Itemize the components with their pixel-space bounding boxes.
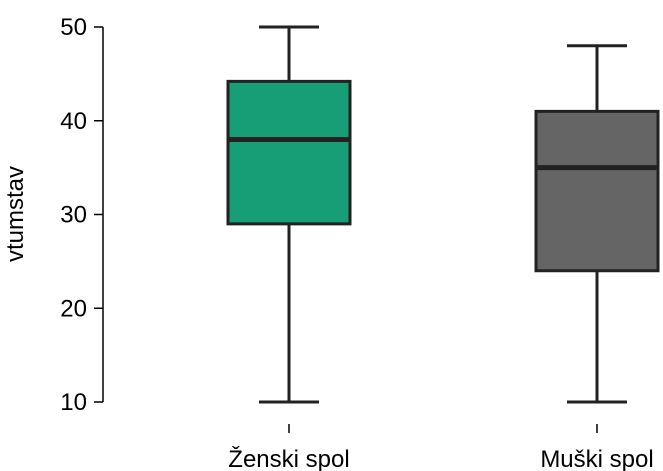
y-tick-label-30: 30 [60,202,87,229]
iqr-box-1 [534,109,660,273]
y-tick-label-40: 40 [60,108,87,135]
y-axis-title: vtumstav [2,166,29,262]
box-1 [534,44,660,404]
x-axis: Ženski spol Muški spol [228,424,654,471]
y-tick-label-10: 10 [60,389,87,416]
iqr-box-0 [226,79,352,226]
x-tick-label-1: Muški spol [540,446,653,471]
boxes [226,25,660,404]
x-tick-label-0: Ženski spol [228,446,349,471]
y-tick-label-50: 50 [60,14,87,41]
y-tick-label-20: 20 [60,295,87,322]
box-0 [226,25,352,404]
y-axis: 10 20 30 40 50 [60,14,104,416]
